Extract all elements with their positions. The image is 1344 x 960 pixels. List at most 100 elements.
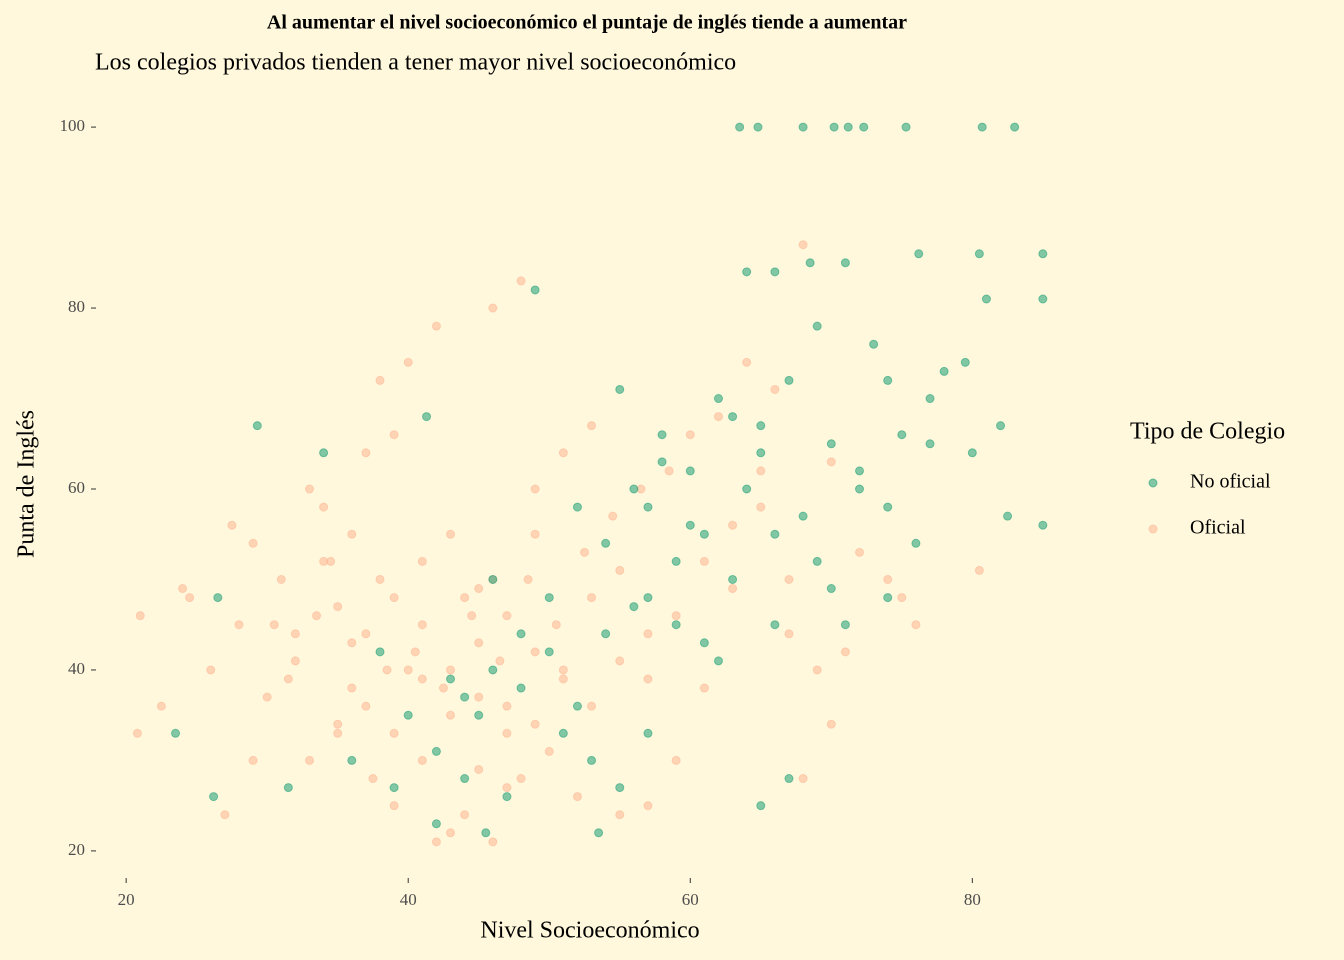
point xyxy=(213,593,223,603)
point xyxy=(474,710,484,720)
point xyxy=(530,484,540,494)
x-tick-label: 40 xyxy=(400,890,417,909)
point xyxy=(248,538,258,548)
point xyxy=(431,819,441,829)
point xyxy=(615,384,625,394)
y-tick-label: 80 xyxy=(68,297,85,316)
point xyxy=(185,593,195,603)
point xyxy=(446,665,456,675)
point xyxy=(829,122,839,132)
point xyxy=(855,547,865,557)
point xyxy=(417,556,427,566)
point xyxy=(333,602,343,612)
point xyxy=(911,620,921,630)
point xyxy=(643,674,653,684)
point xyxy=(728,574,738,584)
point xyxy=(403,710,413,720)
point xyxy=(403,665,413,675)
point xyxy=(671,755,681,765)
point xyxy=(1038,294,1048,304)
y-tick-label: 60 xyxy=(68,478,85,497)
point xyxy=(925,394,935,404)
point xyxy=(657,430,667,440)
point xyxy=(657,457,667,467)
point xyxy=(572,701,582,711)
x-tick-label: 20 xyxy=(118,890,135,909)
point xyxy=(826,439,836,449)
point xyxy=(883,502,893,512)
point xyxy=(784,774,794,784)
point xyxy=(974,565,984,575)
point xyxy=(784,574,794,584)
point xyxy=(911,538,921,548)
point xyxy=(544,647,554,657)
point xyxy=(770,529,780,539)
point xyxy=(587,593,597,603)
point xyxy=(558,665,568,675)
point xyxy=(558,674,568,684)
point xyxy=(713,656,723,666)
point xyxy=(699,683,709,693)
point xyxy=(840,258,850,268)
point xyxy=(615,810,625,820)
point xyxy=(713,394,723,404)
point xyxy=(643,801,653,811)
point xyxy=(798,122,808,132)
point xyxy=(460,810,470,820)
point xyxy=(798,774,808,784)
point xyxy=(826,457,836,467)
point xyxy=(368,774,378,784)
x-tick-label: 60 xyxy=(682,890,699,909)
point xyxy=(843,122,853,132)
point xyxy=(812,556,822,566)
point xyxy=(572,792,582,802)
point xyxy=(502,728,512,738)
point xyxy=(558,448,568,458)
point xyxy=(474,584,484,594)
point xyxy=(713,412,723,422)
point xyxy=(685,466,695,476)
point xyxy=(981,294,991,304)
point xyxy=(234,620,244,630)
y-axis-label: Punta de Inglés xyxy=(14,410,40,558)
point xyxy=(685,430,695,440)
point xyxy=(389,728,399,738)
point xyxy=(671,620,681,630)
point xyxy=(1003,511,1013,521)
point xyxy=(551,620,561,630)
point xyxy=(544,746,554,756)
point xyxy=(883,593,893,603)
point xyxy=(914,249,924,259)
point xyxy=(728,584,738,594)
point xyxy=(770,384,780,394)
point xyxy=(438,683,448,693)
axes: 20 40 60 80 100 20 40 60 80 xyxy=(60,116,981,909)
point xyxy=(132,728,142,738)
point xyxy=(939,366,949,376)
point xyxy=(276,574,286,584)
point xyxy=(812,665,822,675)
point xyxy=(389,593,399,603)
chart-subtitle: Los colegios privados tienden a tener ma… xyxy=(95,50,736,76)
point xyxy=(347,755,357,765)
point xyxy=(403,357,413,367)
point xyxy=(269,620,279,630)
point xyxy=(209,792,219,802)
point xyxy=(431,746,441,756)
point xyxy=(389,801,399,811)
point xyxy=(587,755,597,765)
point xyxy=(361,701,371,711)
point xyxy=(431,837,441,847)
point xyxy=(262,692,272,702)
point xyxy=(488,574,498,584)
point xyxy=(495,656,505,666)
point xyxy=(664,466,674,476)
point xyxy=(319,502,329,512)
point xyxy=(977,122,987,132)
point xyxy=(361,629,371,639)
point xyxy=(643,728,653,738)
point xyxy=(812,321,822,331)
point xyxy=(304,755,314,765)
point xyxy=(530,529,540,539)
